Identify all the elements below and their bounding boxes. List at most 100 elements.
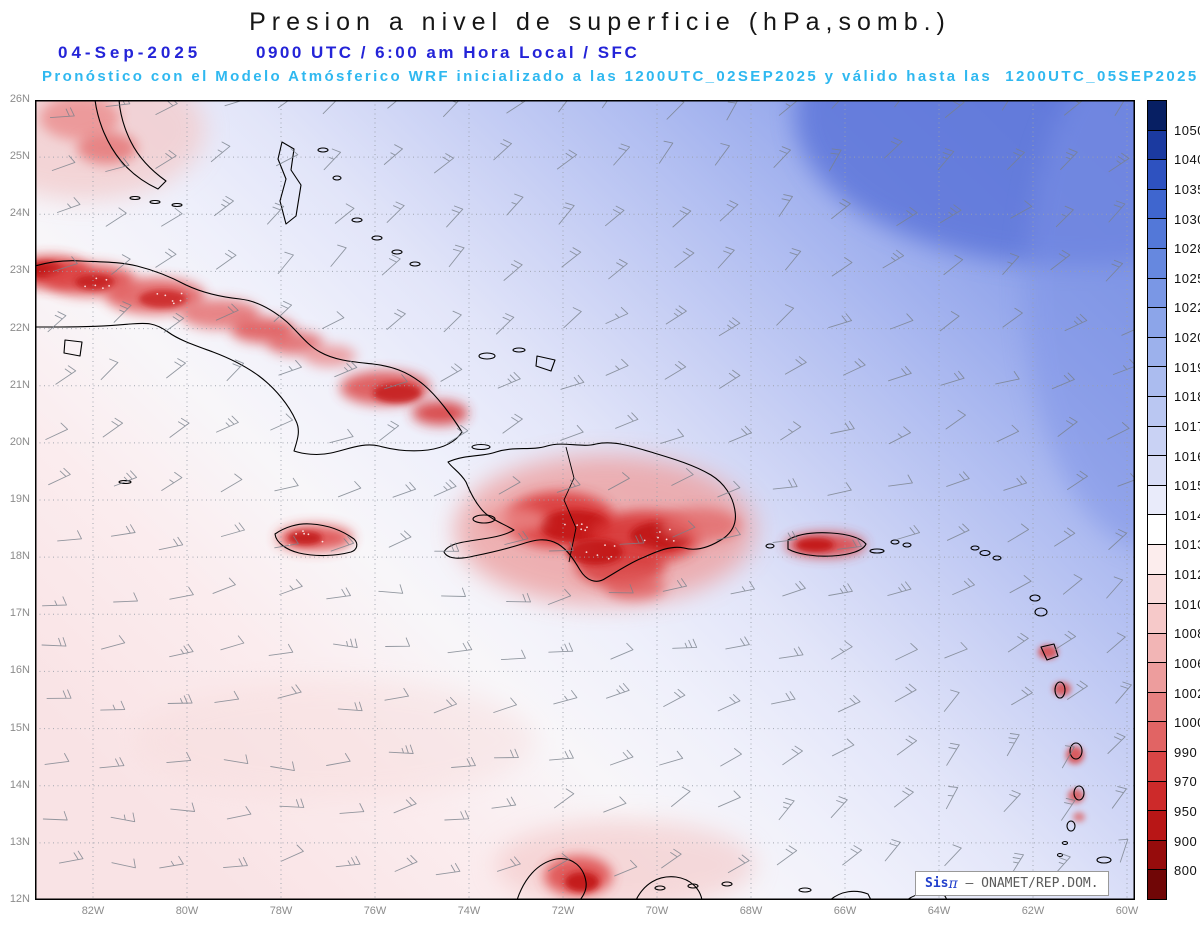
pressure-colorbar [1147, 100, 1167, 900]
coast-mona [765, 543, 775, 549]
coast-guadeloupe [1040, 643, 1059, 661]
lat-label: 21N [9, 378, 30, 391]
lat-label: 18N [9, 550, 30, 563]
colorbar-segment [1148, 662, 1166, 692]
map-area [35, 100, 1135, 900]
coast-grenadines [1056, 852, 1064, 858]
branding-box: Sis π – ONAMET/REP.DOM. [915, 871, 1109, 896]
forecast-time: 0900 UTC / 6:00 am Hora Local / SFC [256, 43, 640, 62]
pressure-shading [35, 100, 1135, 900]
coast-bahamas [409, 261, 421, 267]
coast-keys [149, 199, 161, 205]
coast-turks [535, 355, 556, 372]
colorbar-label: 900 [1174, 833, 1198, 849]
coast-cayman [118, 479, 132, 485]
coast-abc-islands [654, 885, 666, 891]
map-frame [35, 100, 1135, 900]
coast-puerto-rico [787, 532, 867, 557]
colorbar-segment [1148, 603, 1166, 633]
lon-label: 72W [551, 905, 575, 917]
lat-label: 14N [9, 778, 30, 791]
coast-st-martin [979, 549, 991, 557]
coast-st-martin [970, 545, 980, 551]
colorbar-label: 1018 [1174, 389, 1200, 405]
colorbar-label: 1015 [1174, 478, 1200, 494]
coast-florida [94, 100, 167, 190]
coast-guajira [516, 858, 587, 900]
lat-label: 24N [9, 207, 30, 220]
colorbar-label: 1020 [1174, 330, 1200, 346]
latlon-grid [35, 100, 1135, 900]
colorbar-segment [1148, 455, 1166, 485]
coast-barbuda [1029, 594, 1041, 602]
colorbar-segment [1148, 336, 1166, 367]
lon-label: 66W [833, 905, 857, 917]
low-pressure-red-areas [35, 100, 1085, 896]
colorbar-segment [1148, 484, 1166, 515]
coast-bahamas [371, 235, 383, 241]
coast-dominica [1054, 681, 1066, 699]
lon-label: 78W [269, 905, 293, 917]
coast-margarita [798, 887, 812, 893]
lat-label: 17N [9, 607, 30, 620]
coast-andros [277, 141, 302, 225]
colorbar-label: 1006 [1174, 655, 1200, 671]
coast-bahamas [351, 217, 363, 223]
lat-label: 25N [9, 150, 30, 163]
lon-label: 60W [1115, 905, 1139, 917]
chart-title: Presion a nivel de superficie (hPa,somb.… [249, 8, 951, 36]
coast-st-vincent [1066, 820, 1076, 832]
colorbar-segment [1148, 366, 1166, 396]
coast-grenadines [1061, 840, 1069, 846]
wind-barbs [41, 100, 1135, 877]
lat-label: 20N [9, 435, 30, 448]
colorbar-segment [1148, 159, 1166, 189]
coast-paraguana [635, 876, 703, 900]
lat-label: 13N [9, 835, 30, 848]
colorbar-segment [1148, 277, 1166, 308]
lat-label: 12N [9, 893, 30, 905]
forecast-date: 04-Sep-2025 [58, 43, 202, 62]
colorbar-segment [1148, 751, 1166, 781]
coast-inagua [512, 347, 526, 353]
coast-virgin-islands [902, 542, 912, 548]
lon-label: 64W [927, 905, 951, 917]
coast-jamaica [274, 523, 358, 557]
coast-bahamas [332, 175, 342, 181]
coast-keys [129, 195, 141, 201]
colorbar-segment [1148, 129, 1166, 160]
model-info-line: Pronóstico con el Modelo Atmósferico WRF… [42, 68, 1199, 85]
lat-label: 16N [9, 664, 30, 677]
colorbar-segment [1148, 869, 1166, 900]
colorbar-label: 1014 [1174, 507, 1200, 523]
colorbar-label: 1000 [1174, 715, 1200, 731]
lon-label: 70W [645, 905, 669, 917]
colorbar-label: 1010 [1174, 596, 1200, 612]
coast-isla-juventud [63, 339, 83, 357]
colorbar-segment [1148, 514, 1166, 544]
coast-martinique [1069, 742, 1083, 760]
branding-onamet: – ONAMET/REP.DOM. [957, 876, 1099, 891]
colorbar-segment [1148, 543, 1166, 574]
coast-abc-islands [721, 881, 733, 887]
colorbar-label: 1028 [1174, 241, 1200, 257]
colorbar-label: 1017 [1174, 418, 1200, 434]
lat-label: 22N [9, 321, 30, 334]
colorbar-segment [1148, 425, 1166, 456]
colorbar-label: 1035 [1174, 181, 1200, 197]
lon-label: 62W [1021, 905, 1045, 917]
colorbar-segment [1148, 218, 1166, 248]
colorbar-label: 1002 [1174, 685, 1200, 701]
coast-venezuela [829, 890, 872, 900]
colorbar-segment [1148, 573, 1166, 604]
colorbar-segment [1148, 101, 1166, 130]
colorbar-segment [1148, 721, 1166, 752]
coast-st-lucia [1073, 785, 1085, 801]
coast-antigua [1034, 607, 1048, 617]
lon-label: 76W [363, 905, 387, 917]
pi-icon: π [948, 875, 958, 892]
coast-bahamas [317, 147, 329, 153]
colorbar-label: 1025 [1174, 270, 1200, 286]
colorbar-label: 800 [1174, 863, 1198, 879]
